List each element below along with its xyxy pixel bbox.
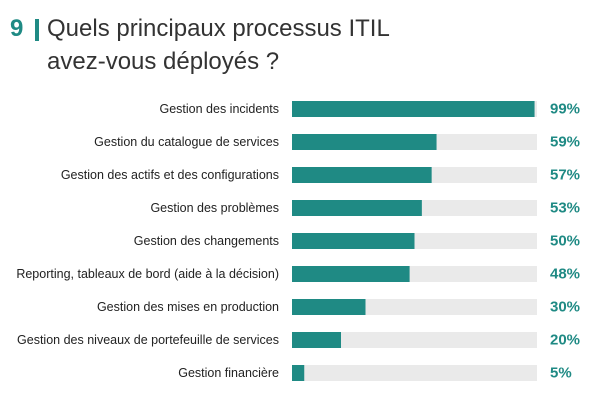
bar-row: Gestion des niveaux de portefeuille de s… (17, 332, 580, 349)
category-label: Gestion financière (178, 366, 279, 380)
bar (292, 365, 305, 381)
category-label: Gestion des incidents (159, 102, 279, 116)
bar (292, 233, 415, 249)
value-label: 20% (550, 332, 580, 349)
bar (292, 200, 422, 216)
bar (292, 266, 410, 282)
category-label: Gestion des changements (134, 234, 279, 248)
value-label: 30% (550, 299, 580, 316)
bar-row: Gestion des changements 50% (134, 233, 580, 250)
bar-row: Gestion des mises en production 30% (97, 299, 580, 316)
bar-row: Gestion des actifs et des configurations… (61, 167, 580, 184)
bar-row: Reporting, tableaux de bord (aide à la d… (16, 266, 580, 283)
category-label: Gestion des actifs et des configurations (61, 168, 279, 182)
bar-track (292, 365, 537, 381)
chart-title-line-1: Quels principaux processus ITIL (47, 15, 390, 42)
bar-row: Gestion des incidents 99% (159, 101, 580, 118)
category-label: Gestion des mises en production (97, 300, 279, 314)
bar-row: Gestion financière 5% (178, 365, 571, 382)
bar (292, 134, 437, 150)
category-label: Reporting, tableaux de bord (aide à la d… (16, 267, 279, 281)
question-number: 9 (10, 15, 24, 42)
bar (292, 299, 366, 315)
chart-header: 9 Quels principaux processus ITIL avez-v… (10, 14, 590, 84)
bar-track (292, 332, 537, 348)
category-label: Gestion des niveaux de portefeuille de s… (17, 333, 279, 347)
value-label: 57% (550, 167, 580, 184)
value-label: 53% (550, 200, 580, 217)
value-label: 50% (550, 233, 580, 250)
category-label: Gestion des problèmes (150, 201, 279, 215)
value-label: 99% (550, 101, 580, 118)
value-label: 59% (550, 134, 580, 151)
category-label: Gestion du catalogue de services (94, 135, 279, 149)
value-label: 5% (550, 365, 572, 382)
bar (292, 167, 432, 183)
bar-row: Gestion des problèmes 53% (150, 200, 580, 217)
chart-title-line-2: avez-vous déployés ? (47, 48, 280, 75)
bar (292, 101, 535, 117)
bar (292, 332, 341, 348)
question-number-divider (35, 19, 39, 41)
value-label: 48% (550, 266, 580, 283)
bar-row: Gestion du catalogue de services 59% (94, 134, 580, 151)
